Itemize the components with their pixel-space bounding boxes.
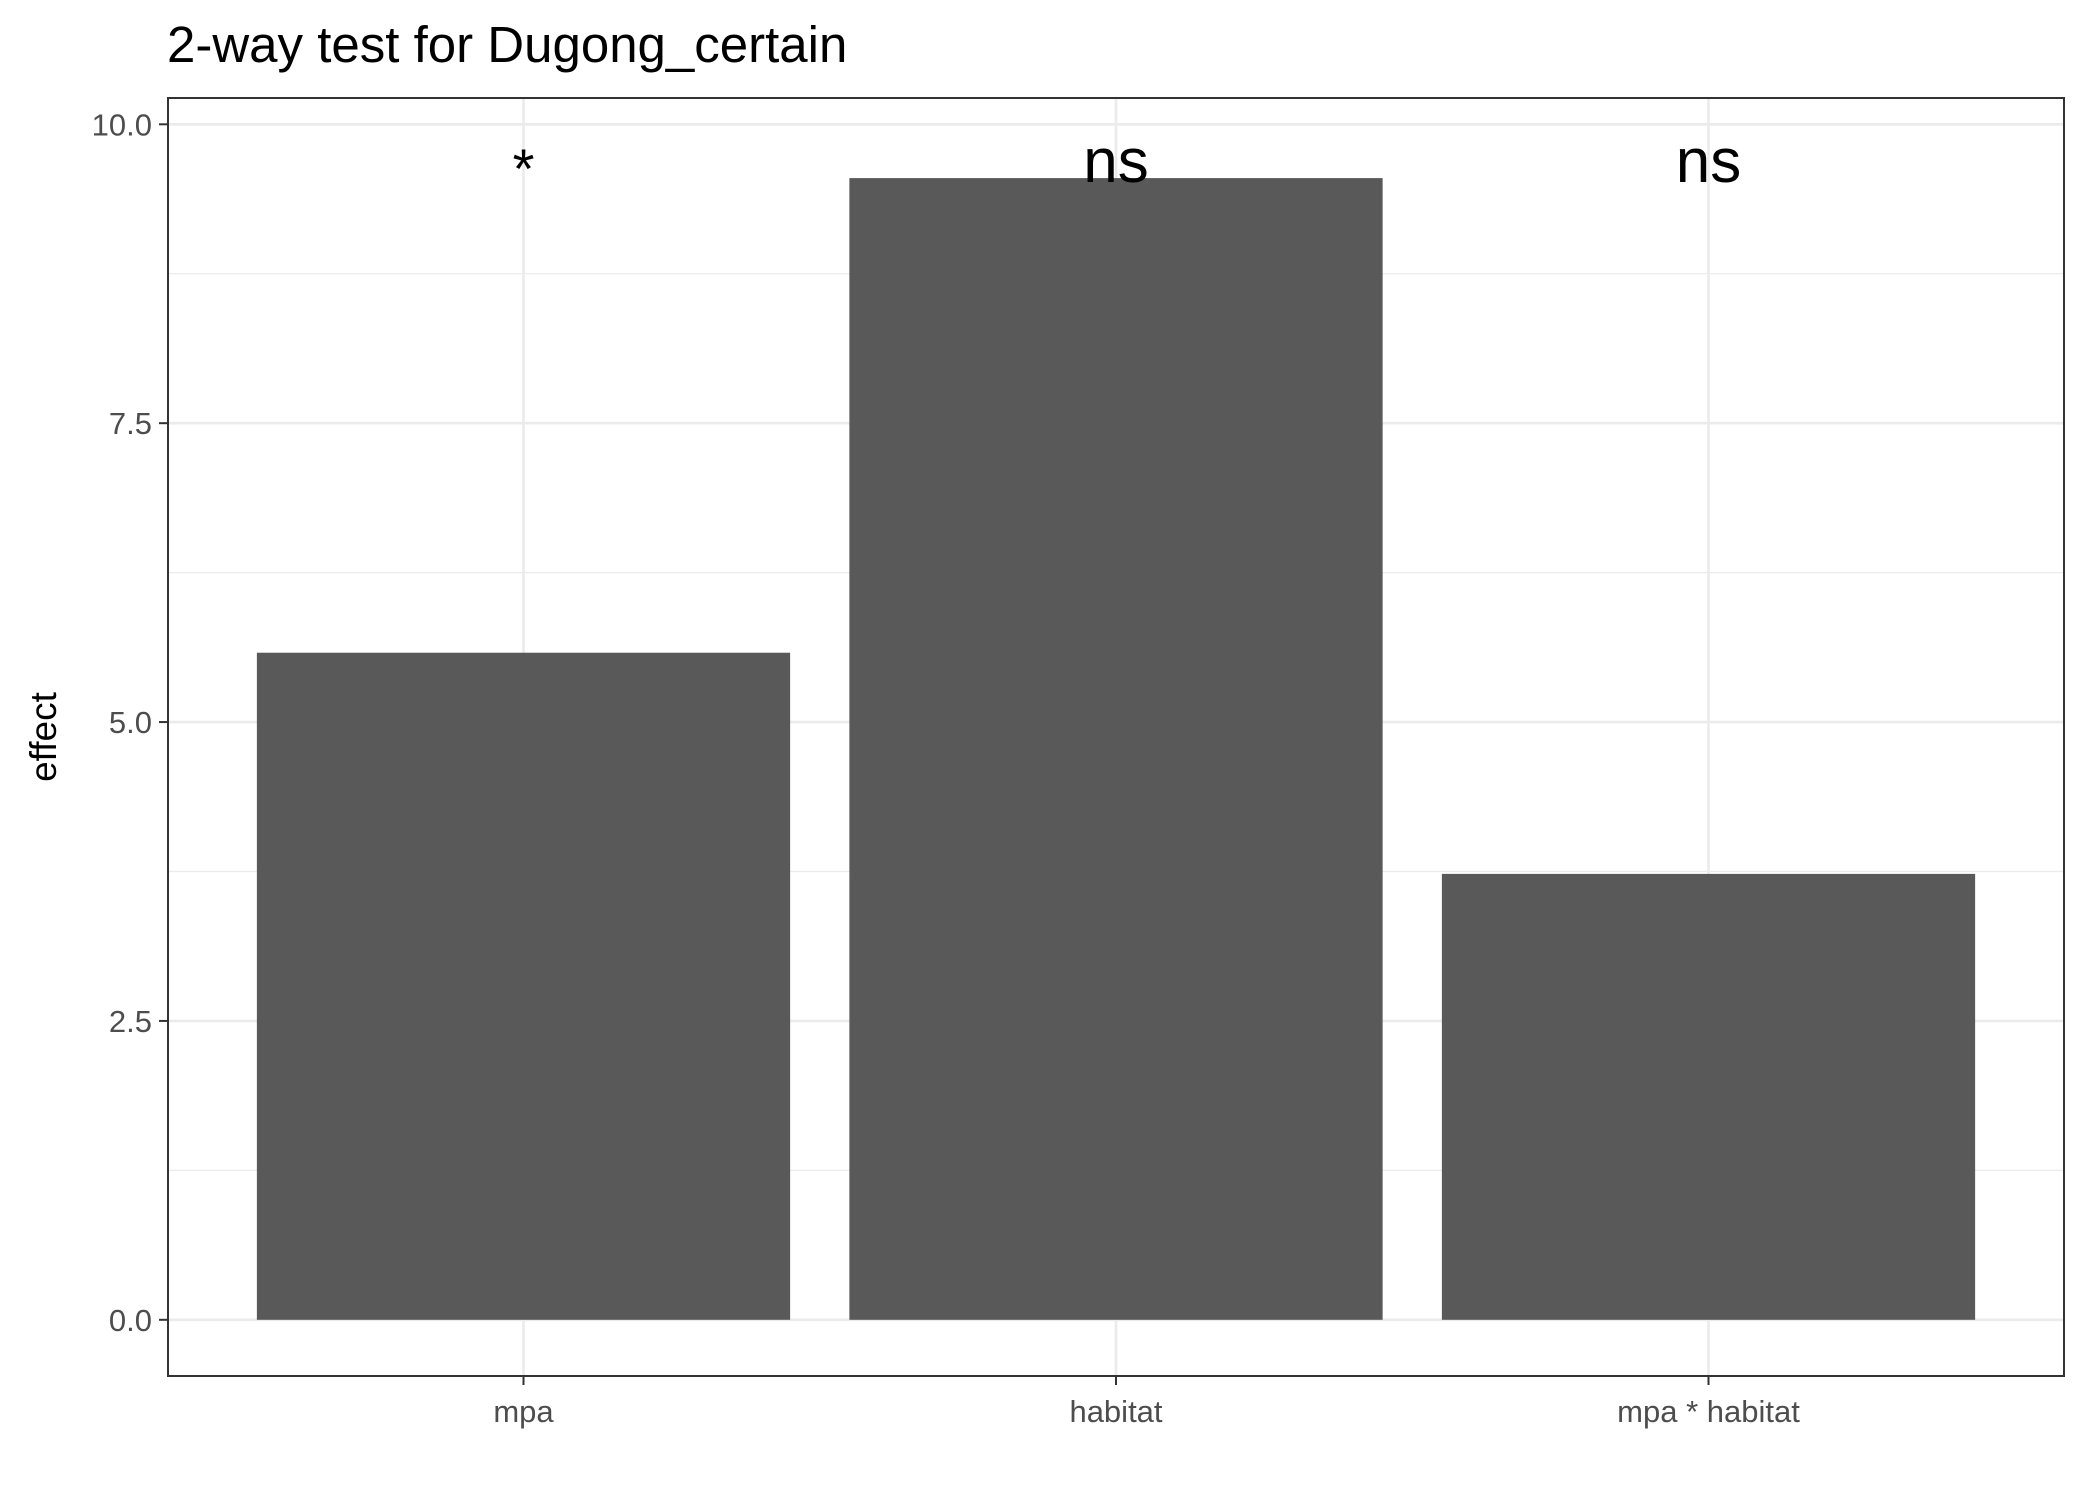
y-axis-title: effect xyxy=(23,691,64,782)
y-tick-label: 7.5 xyxy=(109,406,152,441)
y-tick-label: 0.0 xyxy=(109,1303,152,1338)
chart-title: 2-way test for Dugong_certain xyxy=(167,16,847,73)
y-tick-label: 2.5 xyxy=(109,1004,152,1039)
bars xyxy=(256,178,1976,1320)
y-tick-label: 10.0 xyxy=(92,107,152,142)
bar-habitat xyxy=(849,178,1383,1320)
y-axis: 0.0 2.5 5.0 7.5 10.0 xyxy=(92,107,168,1338)
x-tick-label: mpa xyxy=(493,1394,554,1429)
x-tick-label: habitat xyxy=(1069,1394,1162,1429)
bar-mpa-habitat xyxy=(1441,873,1976,1320)
x-axis: mpa habitat mpa * habitat xyxy=(493,1376,1800,1429)
significance-label: ns xyxy=(1676,127,1741,196)
y-tick-label: 5.0 xyxy=(109,705,152,740)
significance-label: ns xyxy=(1083,127,1148,196)
x-tick-label: mpa * habitat xyxy=(1617,1394,1800,1429)
significance-labels: * ns ns xyxy=(513,127,1742,200)
significance-label: * xyxy=(513,137,535,200)
bar-mpa xyxy=(256,652,791,1320)
